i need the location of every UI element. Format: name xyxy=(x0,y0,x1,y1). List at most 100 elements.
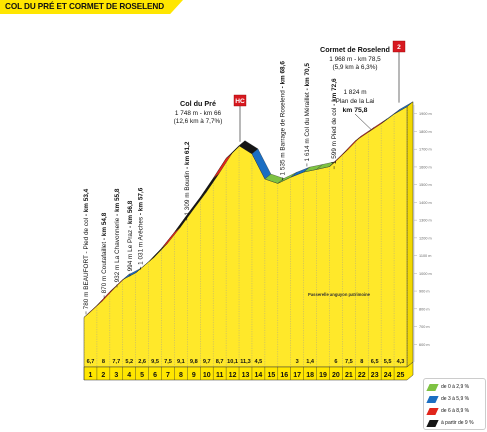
gradient-label: 8,7 xyxy=(216,359,224,365)
annotation-part: - km 68,6 xyxy=(279,61,286,91)
legend-label-black: à partir de 9 % xyxy=(441,420,474,426)
point-name: Plan de la Lai xyxy=(336,98,375,105)
annotation-label: 1 535 m Barrage de Roselend - km 68,6 xyxy=(279,61,286,176)
gradient-label: 7,5 xyxy=(164,359,172,365)
summit-category-flag xyxy=(233,94,247,107)
summit-name: Cormet de Roselend xyxy=(320,45,390,54)
annotation-part: 1 599 m Pied de col xyxy=(331,108,338,165)
annotation: 780 m BEAUFORT - Pied de col - km 53,4 xyxy=(83,188,90,309)
annotation: 1 535 m Barrage de Roselend - km 68,6 xyxy=(279,61,286,176)
gradient-label: 9,7 xyxy=(203,359,211,365)
gradient-label: 3 xyxy=(296,359,299,365)
gradient-label: 2,6 xyxy=(138,359,146,365)
annotation-part: - km 70,5 xyxy=(304,63,311,93)
summit-category-label: HC xyxy=(235,98,245,105)
annotation-part: 1 614 m Col du Méraillet xyxy=(304,92,311,161)
km-tick-label: 18 xyxy=(306,372,314,379)
gradient-label: 7,7 xyxy=(112,359,120,365)
km-tick-label: 11 xyxy=(216,372,224,379)
annotation: 932 m La Chavonnerie - km 55,8 xyxy=(114,188,121,282)
summit-stats: (12,6 km à 7,7%) xyxy=(174,118,223,125)
km-tick-label: 1 xyxy=(89,372,93,379)
gradient-segment xyxy=(393,101,414,115)
legend-swatch-black xyxy=(426,419,439,427)
point-altitude: 1 824 m xyxy=(343,89,366,96)
annotation-part: - km 72,6 xyxy=(331,78,338,108)
annotation-label: 870 m Coutafaillet - km 54,8 xyxy=(101,212,108,293)
title-band xyxy=(0,0,183,14)
km-tick-label: 12 xyxy=(229,372,237,379)
km-tick-label: 25 xyxy=(397,372,405,379)
altitude-tick-label: 600 m xyxy=(419,343,430,347)
gradient-label: 7,5 xyxy=(345,359,353,365)
annotation-part: - km 56,8 xyxy=(127,200,134,230)
altitude-tick-label: 800 m xyxy=(419,307,430,311)
annotation: 870 m Coutafaillet - km 54,8 xyxy=(101,212,108,293)
legend-item-black: à partir de 9 % xyxy=(426,418,474,428)
km-tick-label: 7 xyxy=(166,372,170,379)
annotation-label: 1 614 m Col du Méraillet - km 70,5 xyxy=(304,63,311,162)
summit-name: Col du Pré xyxy=(180,99,216,108)
annotation-part: - km 57,6 xyxy=(137,187,144,217)
legend-item-blue: de 3 à 5,9 % xyxy=(426,394,470,404)
km-tick-label: 4 xyxy=(127,372,131,379)
km-tick-label: 10 xyxy=(203,372,211,379)
altitude-tick-label: 1500 m xyxy=(419,183,432,187)
chart-title: COL DU PRÉ ET CORMET DE ROSELEND xyxy=(5,2,165,11)
legend-swatch-green xyxy=(426,383,439,391)
km-tick-label: 20 xyxy=(332,372,340,379)
gradient-label: 1,4 xyxy=(306,359,315,365)
altitude-tick-label: 700 m xyxy=(419,325,430,329)
gradient-labels: 6,7 8 7,7 5,2 2,6 9,5 7,5 9,1 9,8 9,7 8,7 10,1 11,3 4… xyxy=(87,359,405,365)
annotation-part: - km 61,2 xyxy=(184,141,191,171)
km-tick-label: 24 xyxy=(384,372,392,379)
km-tick-label: 6 xyxy=(153,372,157,379)
km-tick-label: 3 xyxy=(114,372,118,379)
km-tick-label: 15 xyxy=(267,372,275,379)
gradient-label: 10,1 xyxy=(227,359,238,365)
legend-swatch-red xyxy=(426,407,439,415)
gradient-label: 9,8 xyxy=(190,359,198,365)
km-tick-label: 22 xyxy=(358,372,366,379)
altitude-tick-label: 900 m xyxy=(419,290,430,294)
annotation-part: 780 m BEAUFORT xyxy=(83,255,90,309)
road-note: Passerelle anguyon patrimoine xyxy=(308,292,371,297)
legend-item-red: de 6 à 8,9 % xyxy=(426,406,470,416)
gradient-label: 9,1 xyxy=(177,359,185,365)
km-tick-label: 16 xyxy=(280,372,288,379)
annotation: 1 309 m Boudin - km 61,2 xyxy=(184,141,191,215)
km-tick-label: 5 xyxy=(140,372,144,379)
legend-item-green: de 0 à 2,9 % xyxy=(426,382,469,392)
annotation-label: 994 m Le Praz - km 56,8 xyxy=(127,200,134,271)
annotation-part: - Pied de col xyxy=(83,218,90,255)
annotation: 1 599 m Pied de col - km 72,6 xyxy=(331,78,338,164)
profile-side-face xyxy=(406,101,414,368)
km-grid xyxy=(83,108,408,367)
annotation-part: 1 535 m Barrage de Roselend xyxy=(279,90,286,176)
gradient-label: 6,7 xyxy=(87,359,95,365)
legend-label-red: de 6 à 8,9 % xyxy=(441,408,470,414)
annotation-part: 932 m La Chavonnerie xyxy=(114,217,121,282)
annotation-part: 1 031 m Arêches xyxy=(137,217,144,265)
gradient-label: 6,5 xyxy=(371,359,379,365)
summit-category-flag xyxy=(392,40,406,53)
km-tick-label: 13 xyxy=(242,372,250,379)
gradient-label: 6 xyxy=(334,359,337,365)
km-tick-label: 9 xyxy=(192,372,196,379)
summit-stats: (5,9 km à 6,3%) xyxy=(332,64,377,71)
point-pointer xyxy=(354,113,371,130)
legend-label-blue: de 3 à 5,9 % xyxy=(441,396,470,402)
km-tick-label: 19 xyxy=(319,372,327,379)
altitude-tick-label: 1800 m xyxy=(419,130,432,134)
annotation-part: 1 309 m Boudin xyxy=(184,170,191,215)
annotation-part: - km 53,4 xyxy=(83,188,90,218)
altitude-tick-label: 1300 m xyxy=(419,219,432,223)
annotation-label: 780 m BEAUFORT - Pied de col - km 53,4 xyxy=(83,188,90,309)
gradient-label: 8 xyxy=(102,359,105,365)
altitude-tick-label: 1000 m xyxy=(419,272,432,276)
point-km: km 75,8 xyxy=(343,107,368,114)
altitude-tick-label: 1900 m xyxy=(419,112,432,116)
annotation-part: - km 54,8 xyxy=(101,212,108,242)
km-tick-label: 2 xyxy=(101,372,105,379)
